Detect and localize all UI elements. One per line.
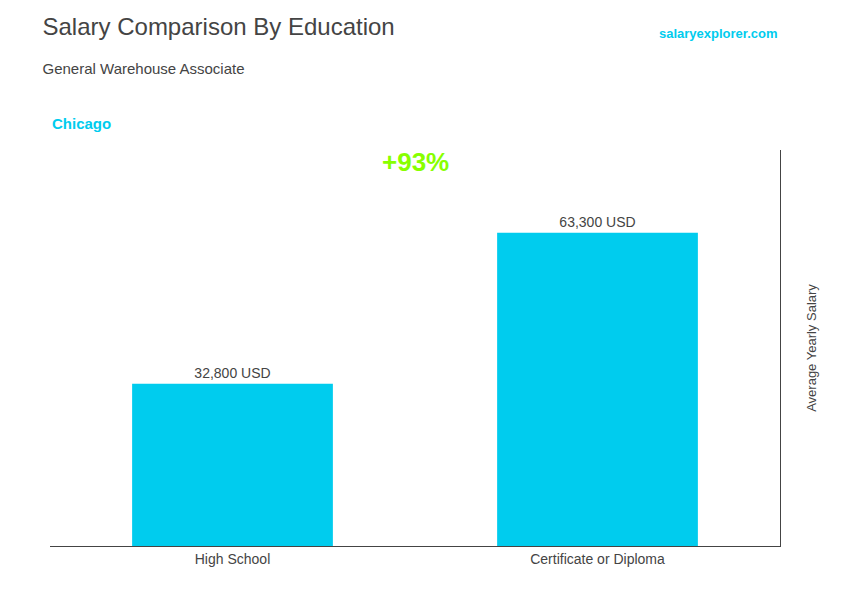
- svg-text:32,800 USD: 32,800 USD: [194, 365, 270, 381]
- svg-text:Chicago: Chicago: [52, 115, 111, 132]
- svg-text:Average Yearly Salary: Average Yearly Salary: [804, 284, 819, 412]
- svg-text:Certificate or Diploma: Certificate or Diploma: [530, 551, 665, 567]
- svg-text:+93%: +93%: [382, 147, 449, 177]
- svg-text:High School: High School: [195, 551, 271, 567]
- svg-text:Salary Comparison By Education: Salary Comparison By Education: [43, 13, 395, 40]
- svg-text:63,300 USD: 63,300 USD: [559, 214, 635, 230]
- svg-text:salaryexplorer.com: salaryexplorer.com: [659, 26, 778, 41]
- svg-text:General Warehouse Associate: General Warehouse Associate: [43, 60, 245, 77]
